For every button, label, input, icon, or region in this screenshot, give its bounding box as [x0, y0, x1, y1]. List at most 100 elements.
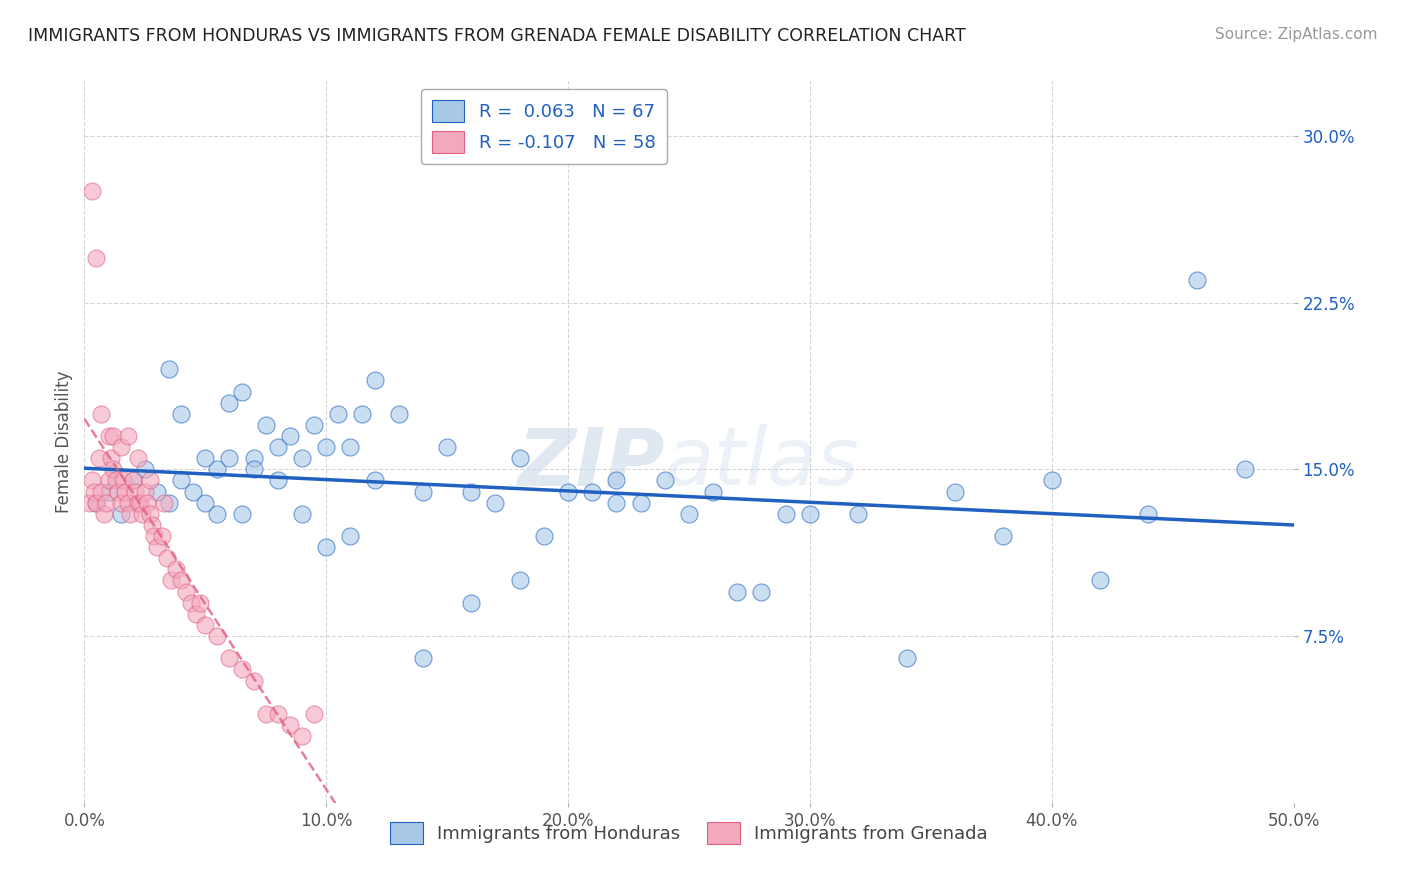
Point [97, 474, 120, 488]
Point [231, 384, 253, 399]
Point [702, 484, 724, 499]
Point [127, 496, 149, 510]
Point [181, 484, 204, 499]
Point [291, 507, 314, 521]
Point [242, 462, 264, 476]
Point [630, 496, 652, 510]
Point [605, 474, 627, 488]
Point [1040, 474, 1063, 488]
Point [117, 496, 139, 510]
Point [146, 484, 169, 499]
Point [581, 484, 603, 499]
Point [136, 496, 159, 510]
Text: Source: ZipAtlas.com: Source: ZipAtlas.com [1215, 27, 1378, 42]
Point [654, 474, 676, 488]
Point [153, 496, 176, 510]
Point [218, 395, 240, 409]
Point [157, 362, 180, 376]
Point [605, 496, 627, 510]
Point [315, 440, 337, 454]
Point [218, 651, 240, 665]
Text: ZIP: ZIP [517, 425, 665, 502]
Point [678, 507, 700, 521]
Y-axis label: Female Disability: Female Disability [55, 370, 73, 513]
Point [267, 474, 290, 488]
Point [557, 484, 579, 499]
Point [231, 507, 253, 521]
Point [412, 484, 434, 499]
Point [509, 574, 531, 588]
Point [363, 373, 385, 387]
Point [94, 496, 117, 510]
Point [184, 607, 207, 621]
Text: atlas: atlas [665, 425, 859, 502]
Point [533, 529, 555, 543]
Point [138, 474, 160, 488]
Point [339, 529, 361, 543]
Point [231, 662, 253, 676]
Point [120, 507, 142, 521]
Point [86, 496, 108, 510]
Point [86, 251, 108, 265]
Point [339, 440, 361, 454]
Point [80, 185, 103, 199]
Point [90, 407, 112, 421]
Point [267, 706, 290, 721]
Point [328, 407, 350, 421]
Point [77, 496, 100, 510]
Point [165, 562, 187, 576]
Point [412, 651, 434, 665]
Point [460, 484, 482, 499]
Point [170, 407, 193, 421]
Point [291, 451, 314, 466]
Point [170, 474, 193, 488]
Point [267, 440, 290, 454]
Point [291, 729, 314, 743]
Point [363, 474, 385, 488]
Point [155, 551, 177, 566]
Point [103, 429, 125, 443]
Point [114, 484, 136, 499]
Point [174, 584, 197, 599]
Point [90, 484, 112, 499]
Point [138, 507, 160, 521]
Point [160, 574, 183, 588]
Point [194, 451, 217, 466]
Point [207, 629, 229, 643]
Point [460, 596, 482, 610]
Point [278, 718, 301, 732]
Point [104, 474, 127, 488]
Point [134, 484, 156, 499]
Point [143, 529, 166, 543]
Point [127, 451, 149, 466]
Point [509, 451, 531, 466]
Point [100, 451, 122, 466]
Point [107, 484, 129, 499]
Point [110, 496, 132, 510]
Point [1185, 273, 1208, 287]
Point [131, 507, 153, 521]
Point [194, 618, 217, 632]
Point [1088, 574, 1111, 588]
Point [207, 507, 229, 521]
Point [93, 507, 115, 521]
Point [218, 451, 240, 466]
Point [436, 440, 458, 454]
Text: IMMIGRANTS FROM HONDURAS VS IMMIGRANTS FROM GRENADA FEMALE DISABILITY CORRELATIO: IMMIGRANTS FROM HONDURAS VS IMMIGRANTS F… [28, 27, 966, 45]
Point [86, 496, 108, 510]
Point [315, 540, 337, 554]
Point [278, 429, 301, 443]
Point [775, 507, 797, 521]
Point [846, 507, 869, 521]
Point [180, 596, 202, 610]
Point [129, 496, 152, 510]
Point [1137, 507, 1160, 521]
Point [799, 507, 821, 521]
Point [194, 496, 217, 510]
Point [124, 484, 146, 499]
Point [751, 584, 773, 599]
Point [121, 474, 143, 488]
Point [1234, 462, 1257, 476]
Point [484, 496, 506, 510]
Point [112, 474, 135, 488]
